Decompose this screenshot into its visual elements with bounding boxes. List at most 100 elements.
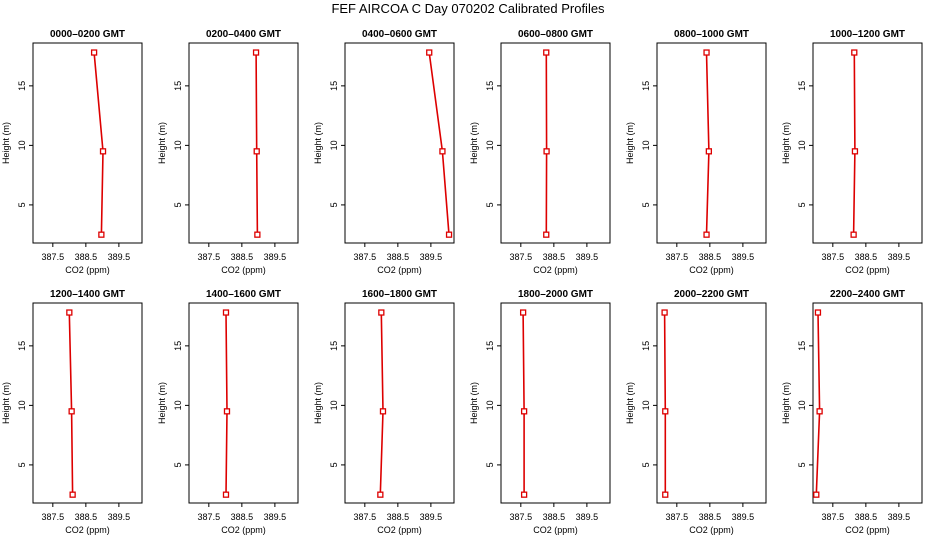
y-tick-label: 10 [485, 140, 495, 150]
y-tick-label: 5 [17, 202, 27, 207]
y-tick-label: 10 [485, 400, 495, 410]
x-tick-label: 388.5 [75, 512, 98, 522]
y-axis-label: Height (m) [469, 382, 479, 424]
panel-12: 2200–2400 GMT CO2 (ppm) Height (m) 387.5 388… [781, 289, 923, 535]
profile-line [815, 312, 821, 495]
y-axis-label: Height (m) [157, 382, 167, 424]
y-tick-label: 10 [797, 400, 807, 410]
panel-5: 0800–1000 GMT CO2 (ppm) Height (m) 387.5 388… [625, 29, 767, 275]
x-tick-label: 389.5 [888, 512, 911, 522]
x-tick-label: 389.5 [264, 512, 287, 522]
x-tick-label: 388.5 [387, 252, 410, 262]
y-tick-label: 5 [485, 462, 495, 467]
profile-line [93, 52, 104, 235]
profile-line [663, 312, 667, 495]
x-tick-label: 389.5 [264, 252, 287, 262]
data-point [705, 148, 713, 155]
x-tick-label: 387.5 [510, 252, 533, 262]
panel-title: 1000–1200 GMT [830, 29, 905, 40]
x-tick-label: 389.5 [732, 252, 755, 262]
plot-frame [344, 302, 455, 504]
x-axis-label: CO2 (ppm) [689, 525, 734, 535]
y-tick-label: 5 [641, 462, 651, 467]
profile-line [255, 52, 259, 235]
x-tick-label: 389.5 [576, 512, 599, 522]
data-point [445, 231, 453, 238]
x-tick-label: 387.5 [354, 252, 377, 262]
x-tick-label: 389.5 [888, 252, 911, 262]
y-tick-label: 5 [17, 462, 27, 467]
data-point [253, 148, 260, 155]
data-point [661, 309, 668, 316]
y-tick-label: 15 [329, 341, 339, 351]
profile-line [428, 52, 450, 235]
y-tick-label: 15 [17, 81, 27, 91]
x-tick-label: 388.5 [231, 512, 254, 522]
y-tick-label: 10 [173, 140, 183, 150]
panel-title: 1800–2000 GMT [518, 289, 593, 300]
data-point [814, 309, 822, 316]
x-tick-label: 388.5 [543, 252, 566, 262]
profile-line [225, 312, 228, 495]
data-point [378, 309, 385, 316]
x-tick-label: 389.5 [420, 512, 443, 522]
data-point [703, 231, 710, 238]
data-point [252, 49, 260, 56]
x-axis-label: CO2 (ppm) [377, 265, 422, 275]
x-tick-label: 387.5 [666, 512, 689, 522]
y-tick-label: 5 [173, 202, 183, 207]
profile-line [852, 52, 856, 235]
y-tick-label: 15 [173, 81, 183, 91]
y-axis-label: Height (m) [157, 122, 167, 164]
panel-title: 0800–1000 GMT [674, 29, 749, 40]
data-point [223, 408, 231, 415]
data-point [543, 231, 550, 238]
x-tick-label: 387.5 [198, 512, 221, 522]
y-tick-label: 5 [329, 462, 339, 467]
panel-title: 2200–2400 GMT [830, 289, 905, 300]
y-tick-label: 10 [173, 400, 183, 410]
x-tick-label: 389.5 [108, 512, 131, 522]
panel-title: 0400–0600 GMT [362, 29, 437, 40]
y-axis-label: Height (m) [781, 382, 791, 424]
data-point [99, 148, 107, 155]
data-point [254, 231, 261, 238]
y-tick-label: 15 [173, 341, 183, 351]
plot-frame [188, 302, 299, 504]
data-point [426, 49, 433, 56]
x-tick-label: 387.5 [510, 512, 533, 522]
data-point [90, 49, 98, 56]
y-tick-label: 5 [485, 202, 495, 207]
data-point [98, 231, 105, 238]
x-tick-label: 388.5 [699, 512, 722, 522]
data-point [222, 309, 230, 316]
panel-1: 0000–0200 GMT CO2 (ppm) Height (m) 387.5 388… [1, 29, 143, 275]
data-point [543, 148, 550, 155]
x-tick-label: 387.5 [666, 252, 689, 262]
x-axis-label: CO2 (ppm) [533, 525, 578, 535]
data-point [377, 491, 384, 498]
plot-frame [812, 42, 923, 244]
profile-line [379, 312, 384, 495]
y-tick-label: 5 [797, 202, 807, 207]
data-point [662, 408, 669, 415]
x-tick-label: 388.5 [75, 252, 98, 262]
x-tick-label: 387.5 [354, 512, 377, 522]
y-tick-label: 5 [173, 462, 183, 467]
profile-line [68, 312, 74, 495]
x-axis-label: CO2 (ppm) [845, 265, 890, 275]
data-point [439, 148, 446, 155]
panel-title: 0200–0400 GMT [206, 29, 281, 40]
panel-10: 1800–2000 GMT CO2 (ppm) Height (m) 387.5 388… [469, 289, 611, 535]
data-point [662, 491, 669, 498]
y-tick-label: 10 [329, 140, 339, 150]
panel-title: 1400–1600 GMT [206, 289, 281, 300]
x-axis-label: CO2 (ppm) [65, 265, 110, 275]
y-axis-label: Height (m) [781, 122, 791, 164]
data-point [543, 49, 550, 56]
y-axis-label: Height (m) [469, 122, 479, 164]
data-point [851, 49, 858, 56]
x-tick-label: 387.5 [42, 252, 65, 262]
y-tick-label: 15 [485, 81, 495, 91]
x-tick-label: 388.5 [699, 252, 722, 262]
